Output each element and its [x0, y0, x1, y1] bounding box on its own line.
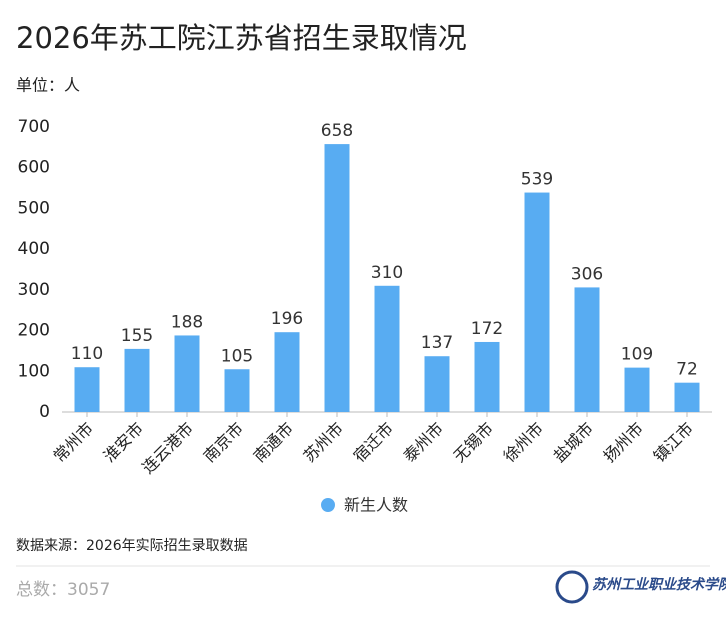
y-tick-label: 200 — [18, 321, 50, 341]
x-tick-label: 南京市 — [200, 419, 247, 466]
y-tick-label: 700 — [18, 117, 50, 137]
logo: 苏州工业职业技术学院 — [555, 570, 726, 604]
value-label: 310 — [371, 263, 403, 283]
value-label: 110 — [71, 344, 103, 364]
logo-icon — [555, 570, 589, 604]
value-label: 105 — [221, 346, 253, 366]
bar — [524, 192, 550, 412]
value-label: 196 — [271, 309, 303, 329]
x-tick-label: 扬州市 — [600, 419, 647, 466]
unit-label: 单位：人 — [16, 76, 80, 95]
value-label: 658 — [321, 121, 353, 141]
legend-marker — [321, 498, 335, 512]
x-tick-label: 镇江市 — [650, 419, 697, 466]
bar — [624, 367, 650, 412]
bar — [674, 382, 700, 412]
x-tick-label: 连云港市 — [138, 419, 197, 478]
bar — [74, 367, 100, 412]
logo-text: 苏州工业职业技术学院 — [592, 576, 726, 593]
x-tick-label: 苏州市 — [300, 419, 347, 466]
bar — [324, 144, 350, 412]
value-label: 306 — [571, 264, 603, 284]
bar — [474, 341, 500, 412]
bar — [124, 348, 150, 412]
value-label: 172 — [471, 319, 503, 339]
value-label: 109 — [621, 345, 653, 365]
x-tick-label: 淮安市 — [100, 419, 147, 466]
y-tick-label: 300 — [18, 280, 50, 300]
y-tick-label: 0 — [39, 402, 50, 422]
chart-title: 2026年苏工院江苏省招生录取情况 — [16, 21, 467, 55]
y-tick-label: 100 — [18, 361, 50, 381]
value-label: 188 — [171, 312, 203, 332]
x-tick-label: 南通市 — [250, 419, 297, 466]
bar — [274, 332, 300, 412]
x-tick-label: 宿迁市 — [350, 419, 397, 466]
bar — [174, 335, 200, 412]
value-label: 539 — [521, 170, 553, 190]
value-label: 155 — [121, 326, 153, 346]
x-tick-label: 徐州市 — [500, 419, 547, 466]
y-tick-label: 400 — [18, 239, 50, 259]
total: 总数：3057 — [16, 580, 110, 600]
bar — [424, 356, 450, 412]
y-tick-label: 500 — [18, 198, 50, 218]
legend-label: 新生人数 — [344, 496, 408, 515]
x-tick-label: 泰州市 — [400, 419, 447, 466]
value-label: 72 — [676, 360, 698, 380]
bar — [374, 285, 400, 412]
y-tick-label: 600 — [18, 158, 50, 178]
source: 数据来源：2026年实际招生录取数据 — [16, 538, 248, 554]
bar — [224, 369, 250, 412]
x-tick-label: 常州市 — [50, 419, 97, 466]
x-tick-label: 无锡市 — [450, 419, 497, 466]
value-label: 137 — [421, 333, 453, 353]
x-tick-label: 盐城市 — [550, 419, 597, 466]
bar — [574, 287, 600, 412]
